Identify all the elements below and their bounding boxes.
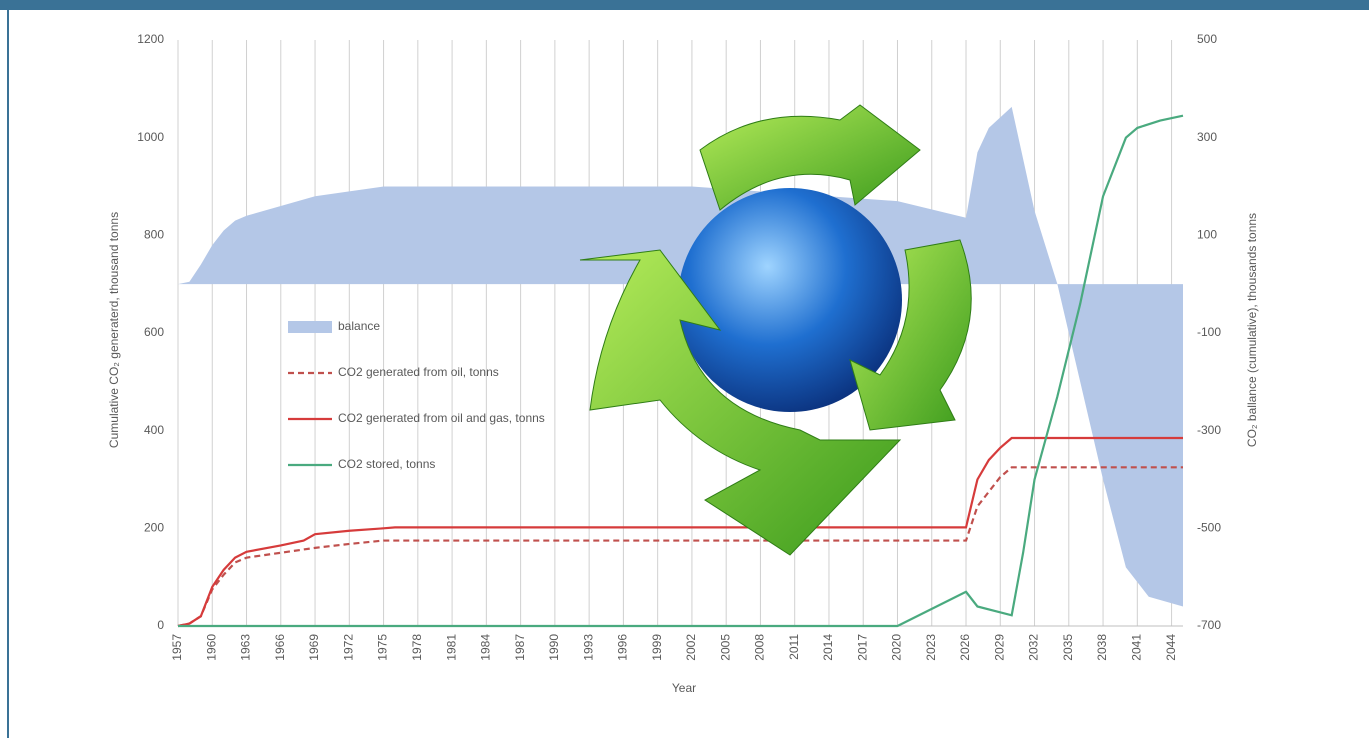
y-tick-label: 800 (144, 228, 164, 242)
x-tick-label: 2041 (1129, 634, 1143, 661)
legend-label: CO2 stored, tonns (338, 457, 435, 471)
legend-label: balance (338, 319, 380, 333)
left-border (7, 10, 9, 738)
x-tick-label: 2017 (855, 634, 869, 661)
x-tick-label: 2020 (890, 634, 904, 661)
top-bar (0, 0, 1369, 10)
x-tick-label: 1966 (273, 634, 287, 661)
y2-tick-label: 300 (1197, 130, 1217, 144)
y-axis-label: Cumulative CO₂ generaterd, thousand tonn… (107, 212, 121, 448)
x-tick-label: 1999 (650, 634, 664, 661)
y-tick-label: 1000 (137, 130, 164, 144)
x-tick-label: 2035 (1061, 634, 1075, 661)
y-tick-label: 600 (144, 325, 164, 339)
x-tick-label: 1972 (341, 634, 355, 661)
y-tick-label: 1200 (137, 32, 164, 46)
y2-tick-label: -500 (1197, 521, 1221, 535)
x-tick-label: 2038 (1095, 634, 1109, 661)
x-tick-label: 2032 (1027, 634, 1041, 661)
x-tick-label: 1987 (513, 634, 527, 661)
legend-label: CO2 generated from oil, tonns (338, 365, 499, 379)
line (178, 114, 1184, 628)
x-tick-label: 1993 (581, 634, 595, 661)
legend-swatch (288, 321, 332, 333)
area (178, 106, 1183, 607)
y2-tick-label: -100 (1197, 325, 1221, 339)
x-tick-label: 2008 (753, 634, 767, 661)
recycle-graphic (579, 104, 972, 556)
x-tick-label: 1990 (547, 634, 561, 661)
x-tick-label: 2005 (718, 634, 732, 661)
x-tick-label: 2026 (958, 634, 972, 661)
y2-tick-label: 100 (1197, 228, 1217, 242)
x-tick-label: 2023 (924, 634, 938, 661)
x-tick-label: 2029 (992, 634, 1006, 661)
y2-tick-label: -300 (1197, 423, 1221, 437)
x-tick-label: 1957 (170, 634, 184, 661)
y2-tick-label: 500 (1197, 32, 1217, 46)
y-tick-label: 400 (144, 423, 164, 437)
x-tick-label: 1981 (444, 634, 458, 661)
y2-tick-label: -700 (1197, 618, 1221, 632)
line (177, 436, 1183, 628)
x-tick-label: 1996 (616, 634, 630, 661)
legend-label: CO2 generated from oil and gas, tonns (338, 411, 545, 425)
x-tick-label: 1963 (239, 634, 253, 661)
x-tick-label: 1984 (479, 634, 493, 661)
y2-axis-label: CO₂ ballance (cumulative), thousands ton… (1245, 213, 1259, 447)
x-tick-label: 2014 (821, 634, 835, 661)
y-tick-label: 0 (157, 618, 164, 632)
x-tick-label: 1960 (204, 634, 218, 661)
x-tick-label: 2002 (684, 634, 698, 661)
x-tick-label: 2044 (1164, 634, 1178, 661)
x-axis-label: Year (672, 681, 696, 695)
x-tick-label: 1978 (410, 634, 424, 661)
x-tick-label: 1969 (307, 634, 321, 661)
y-tick-label: 200 (144, 521, 164, 535)
x-tick-label: 1975 (376, 634, 390, 661)
x-tick-label: 2011 (787, 634, 801, 660)
